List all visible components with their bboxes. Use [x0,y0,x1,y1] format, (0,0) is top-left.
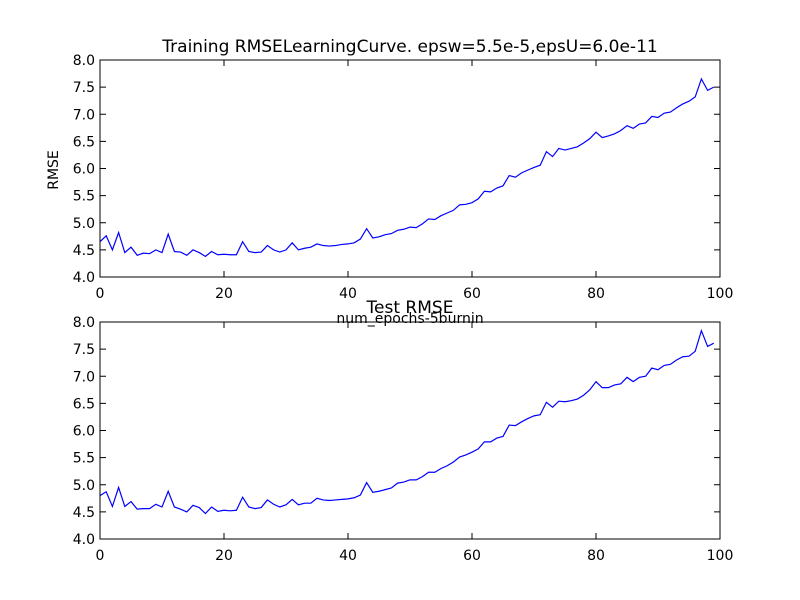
training-ticks: 0 20 40 60 80 100 4.0 4.5 5.0 5.5 6.0 6.5 7.0 7.5 8.0 [73,53,734,302]
training-x-tick-label: 80 [587,286,605,302]
training-y-tick-label: 4.0 [73,270,95,286]
test-chart-title: Test RMSE [366,298,454,318]
training-x-tick-label: 0 [96,286,105,302]
training-rmse-plot: Training RMSELearningCurve. epsw=5.5e-5,… [46,37,733,327]
training-y-tick-label: 7.5 [73,80,95,96]
training-rmse-line [99,77,715,258]
test-x-tick-label: 80 [587,548,605,564]
test-y-tick-label: 6.5 [73,396,95,412]
test-x-tick-label: 20 [215,548,233,564]
test-x-tick-label: 100 [707,548,734,564]
test-y-tick-label: 6.0 [73,424,95,440]
training-x-tick-label: 60 [463,286,481,302]
test-y-tick-label: 5.0 [73,478,95,494]
training-x-tick-label: 40 [339,286,357,302]
training-y-tick-label: 8.0 [73,53,95,69]
training-y-tick-label: 6.5 [73,134,95,150]
test-y-tick-label: 8.0 [73,315,95,331]
training-x-tick-label: 100 [707,286,734,302]
training-y-tick-label: 7.0 [73,107,95,123]
test-x-tick-label: 60 [463,548,481,564]
training-y-tick-label: 5.0 [73,216,95,232]
training-y-tick-label: 6.0 [73,162,95,178]
test-rmse-plot: Test RMSE 0 20 40 60 80 100 4.0 4.5 5.0 5.5 6.0 6.5… [73,298,734,564]
test-ticks: 0 20 40 60 80 100 4.0 4.5 5.0 5.5 6.0 6.5 7.0 7.5 8.0 [73,315,734,564]
test-y-tick-label: 4.0 [73,532,95,548]
test-y-tick-label: 7.5 [73,342,95,358]
training-y-tick-label: 5.5 [73,189,95,205]
test-y-tick-label: 7.0 [73,369,95,385]
test-x-tick-label: 0 [96,548,105,564]
test-y-tick-label: 4.5 [73,505,95,521]
test-x-tick-label: 40 [339,548,357,564]
training-x-axis-label: num_epochs-5burnin [336,311,483,327]
training-plot-frame [99,59,721,278]
test-rmse-line [99,328,715,515]
training-y-axis-label: RMSE [46,150,62,190]
training-chart-title: Training RMSELearningCurve. epsw=5.5e-5,… [161,37,657,57]
test-y-tick-label: 5.5 [73,451,95,467]
training-y-tick-label: 4.5 [73,243,95,259]
training-x-tick-label: 20 [215,286,233,302]
test-plot-frame [99,321,721,540]
